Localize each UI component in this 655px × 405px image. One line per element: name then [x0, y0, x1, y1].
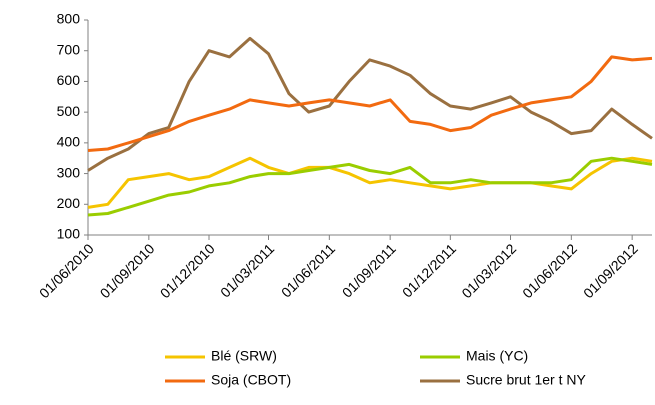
- series-line: [87, 36, 653, 172]
- x-tick-label: 01/09/2010: [97, 240, 158, 301]
- legend-label: Sucre brut 1er t NY: [466, 372, 586, 388]
- x-tick-label: 01/03/2012: [458, 240, 519, 301]
- legend-label: Blé (SRW): [211, 348, 277, 364]
- y-tick-label: 800: [57, 11, 81, 27]
- y-tick-label: 100: [57, 226, 81, 242]
- y-tick-label: 700: [57, 41, 81, 57]
- x-tick-label: 01/09/2011: [339, 240, 399, 300]
- series-line: [87, 55, 653, 152]
- legend-label: Mais (YC): [466, 348, 528, 364]
- legend-label: Soja (CBOT): [211, 372, 291, 388]
- x-tick-label: 01/06/2011: [278, 240, 338, 300]
- y-tick-label: 600: [57, 72, 81, 88]
- y-tick-label: 400: [57, 134, 81, 150]
- x-tick-label: 01/06/2012: [519, 240, 580, 301]
- y-tick-label: 200: [57, 195, 81, 211]
- x-tick-label: 01/06/2010: [36, 240, 97, 301]
- y-tick-label: 300: [57, 164, 81, 180]
- x-tick-label: 01/09/2012: [580, 240, 641, 301]
- x-tick-label: 01/12/2010: [157, 240, 218, 301]
- x-tick-label: 01/12/2011: [399, 240, 459, 300]
- x-tick-label: 01/03/2011: [217, 240, 277, 300]
- y-tick-label: 500: [57, 103, 81, 119]
- series-line: [87, 156, 653, 217]
- series-line: [87, 156, 653, 209]
